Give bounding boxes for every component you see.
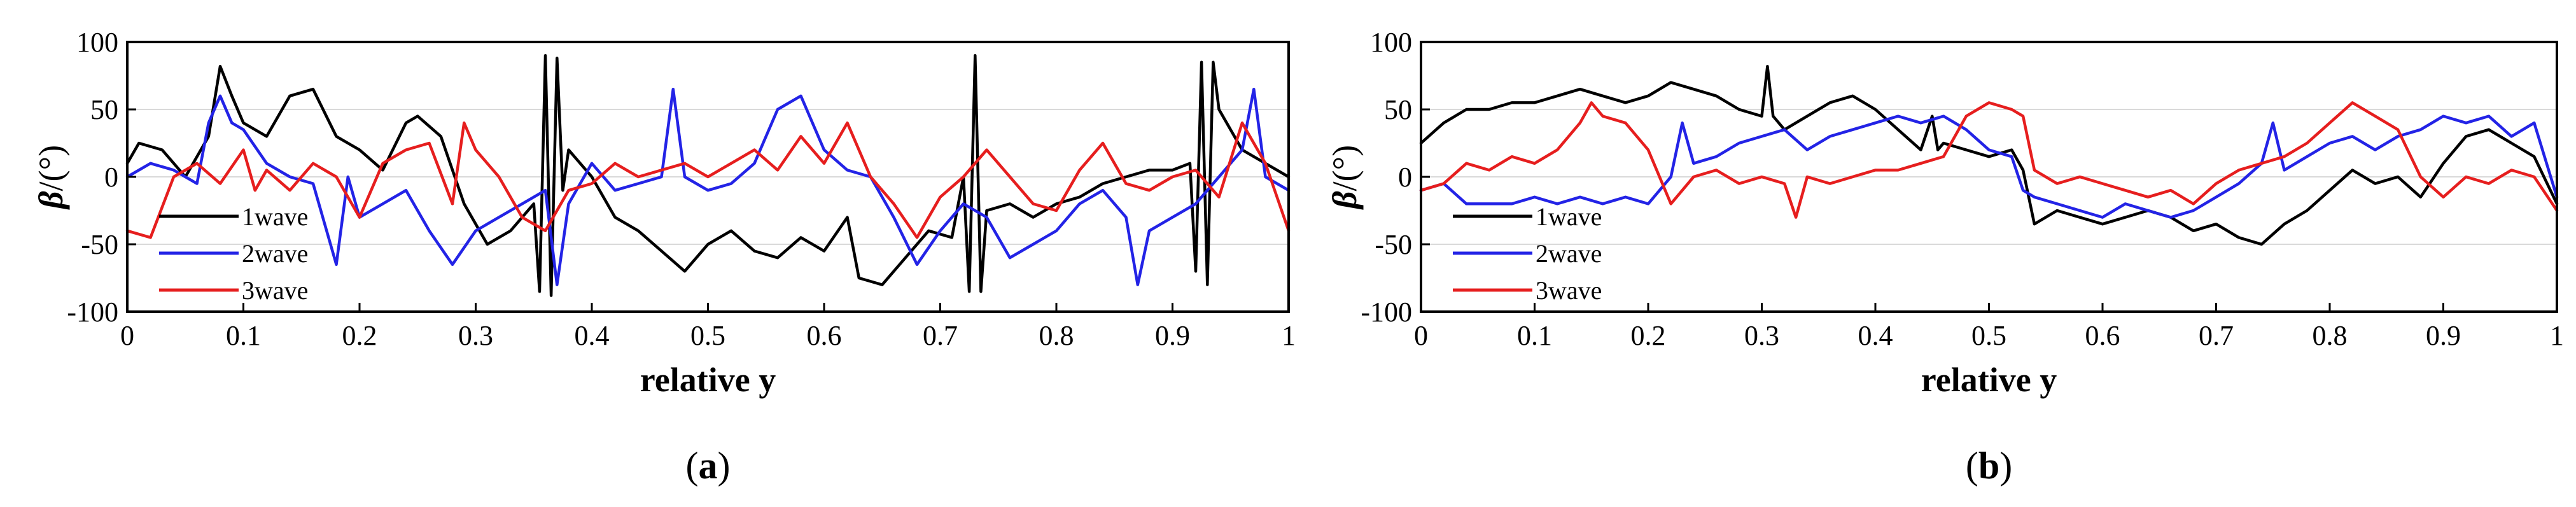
y-tick-label: 0 (1398, 162, 1412, 193)
x-tick-label: 0.6 (2085, 320, 2120, 351)
legend-a: 1wave 2wave 3wave (159, 202, 308, 305)
legend-label-2wave: 2wave (1536, 239, 1602, 268)
y-tick-label: 0 (104, 162, 118, 193)
x-tick-label: 0.6 (807, 320, 842, 351)
x-tick-label: 0 (1414, 320, 1428, 351)
x-tick-label: 0.7 (923, 320, 958, 351)
y-tick-label: -100 (67, 296, 118, 328)
legend-b: 1wave 2wave 3wave (1453, 202, 1602, 305)
x-tick-label: 0.9 (1155, 320, 1190, 351)
series-line-1wave (125, 53, 1291, 297)
x-tick-label: 0.4 (1858, 320, 1893, 351)
x-tick-label: 0.3 (458, 320, 493, 351)
ticks-b: 0 0.1 0.2 0.3 0.4 0.5 0.6 0.7 0.8 0.9 1 100 50 0 -50 -1… (1361, 27, 2564, 351)
x-axis-label-a: relative y (640, 361, 776, 399)
x-tick-label: 0.4 (575, 320, 610, 351)
x-tick-label: 0.5 (1971, 320, 2006, 351)
x-tick-label: 0 (120, 320, 134, 351)
legend-label-2wave: 2wave (242, 239, 308, 268)
y-tick-label: -100 (1361, 296, 1412, 328)
series-line-3wave (1419, 101, 2559, 219)
x-tick-label: 0.1 (1517, 320, 1552, 351)
x-tick-label: 0.7 (2199, 320, 2234, 351)
y-tick-label: -50 (1375, 229, 1412, 260)
x-tick-label: 0.1 (226, 320, 261, 351)
x-tick-label: 0.8 (1039, 320, 1074, 351)
y-tick-label: 100 (1370, 27, 1412, 58)
x-tick-label: 1 (1282, 320, 1296, 351)
y-tick-label: -50 (81, 229, 118, 260)
legend-label-1wave: 1wave (1536, 202, 1602, 231)
x-tick-label: 0.2 (1631, 320, 1666, 351)
y-axis-label-b: β/(°) (1326, 145, 1364, 210)
ticks-a: 0 0.1 0.2 0.3 0.4 0.5 0.6 0.7 0.8 0.9 1 100 50 0 -50 -1… (67, 27, 1296, 351)
series-line-3wave (125, 121, 1291, 239)
y-tick-label: 100 (76, 27, 118, 58)
y-tick-label: 50 (90, 94, 118, 125)
legend-label-3wave: 3wave (1536, 276, 1602, 305)
series-group-b (1419, 64, 2559, 246)
x-tick-label: 1 (2550, 320, 2564, 351)
series-group-a (125, 53, 1291, 297)
x-tick-label: 0.5 (690, 320, 725, 351)
x-tick-label: 0.3 (1744, 320, 1779, 351)
series-line-2wave (1419, 115, 2559, 219)
legend-label-1wave: 1wave (242, 202, 308, 231)
x-tick-label: 0.9 (2426, 320, 2461, 351)
panel-caption-a: (a) (686, 445, 731, 487)
series-line-2wave (125, 87, 1291, 286)
y-axis-label-a: β/(°) (32, 145, 70, 210)
x-tick-label: 0.8 (2313, 320, 2348, 351)
grid-lines-b (1421, 109, 2557, 245)
legend-label-3wave: 3wave (242, 276, 308, 305)
x-axis-label-b: relative y (1921, 361, 2057, 399)
panel-caption-b: (b) (1966, 445, 2012, 487)
y-tick-label: 50 (1384, 94, 1412, 125)
panel-b: 0 0.1 0.2 0.3 0.4 0.5 0.6 0.7 0.8 0.9 1 100 50 0 -50 -1… (1326, 27, 2564, 487)
series-line-1wave (1419, 64, 2559, 246)
x-tick-label: 0.2 (342, 320, 377, 351)
panel-a: 0 0.1 0.2 0.3 0.4 0.5 0.6 0.7 0.8 0.9 1 100 50 0 -50 -1… (32, 27, 1296, 487)
